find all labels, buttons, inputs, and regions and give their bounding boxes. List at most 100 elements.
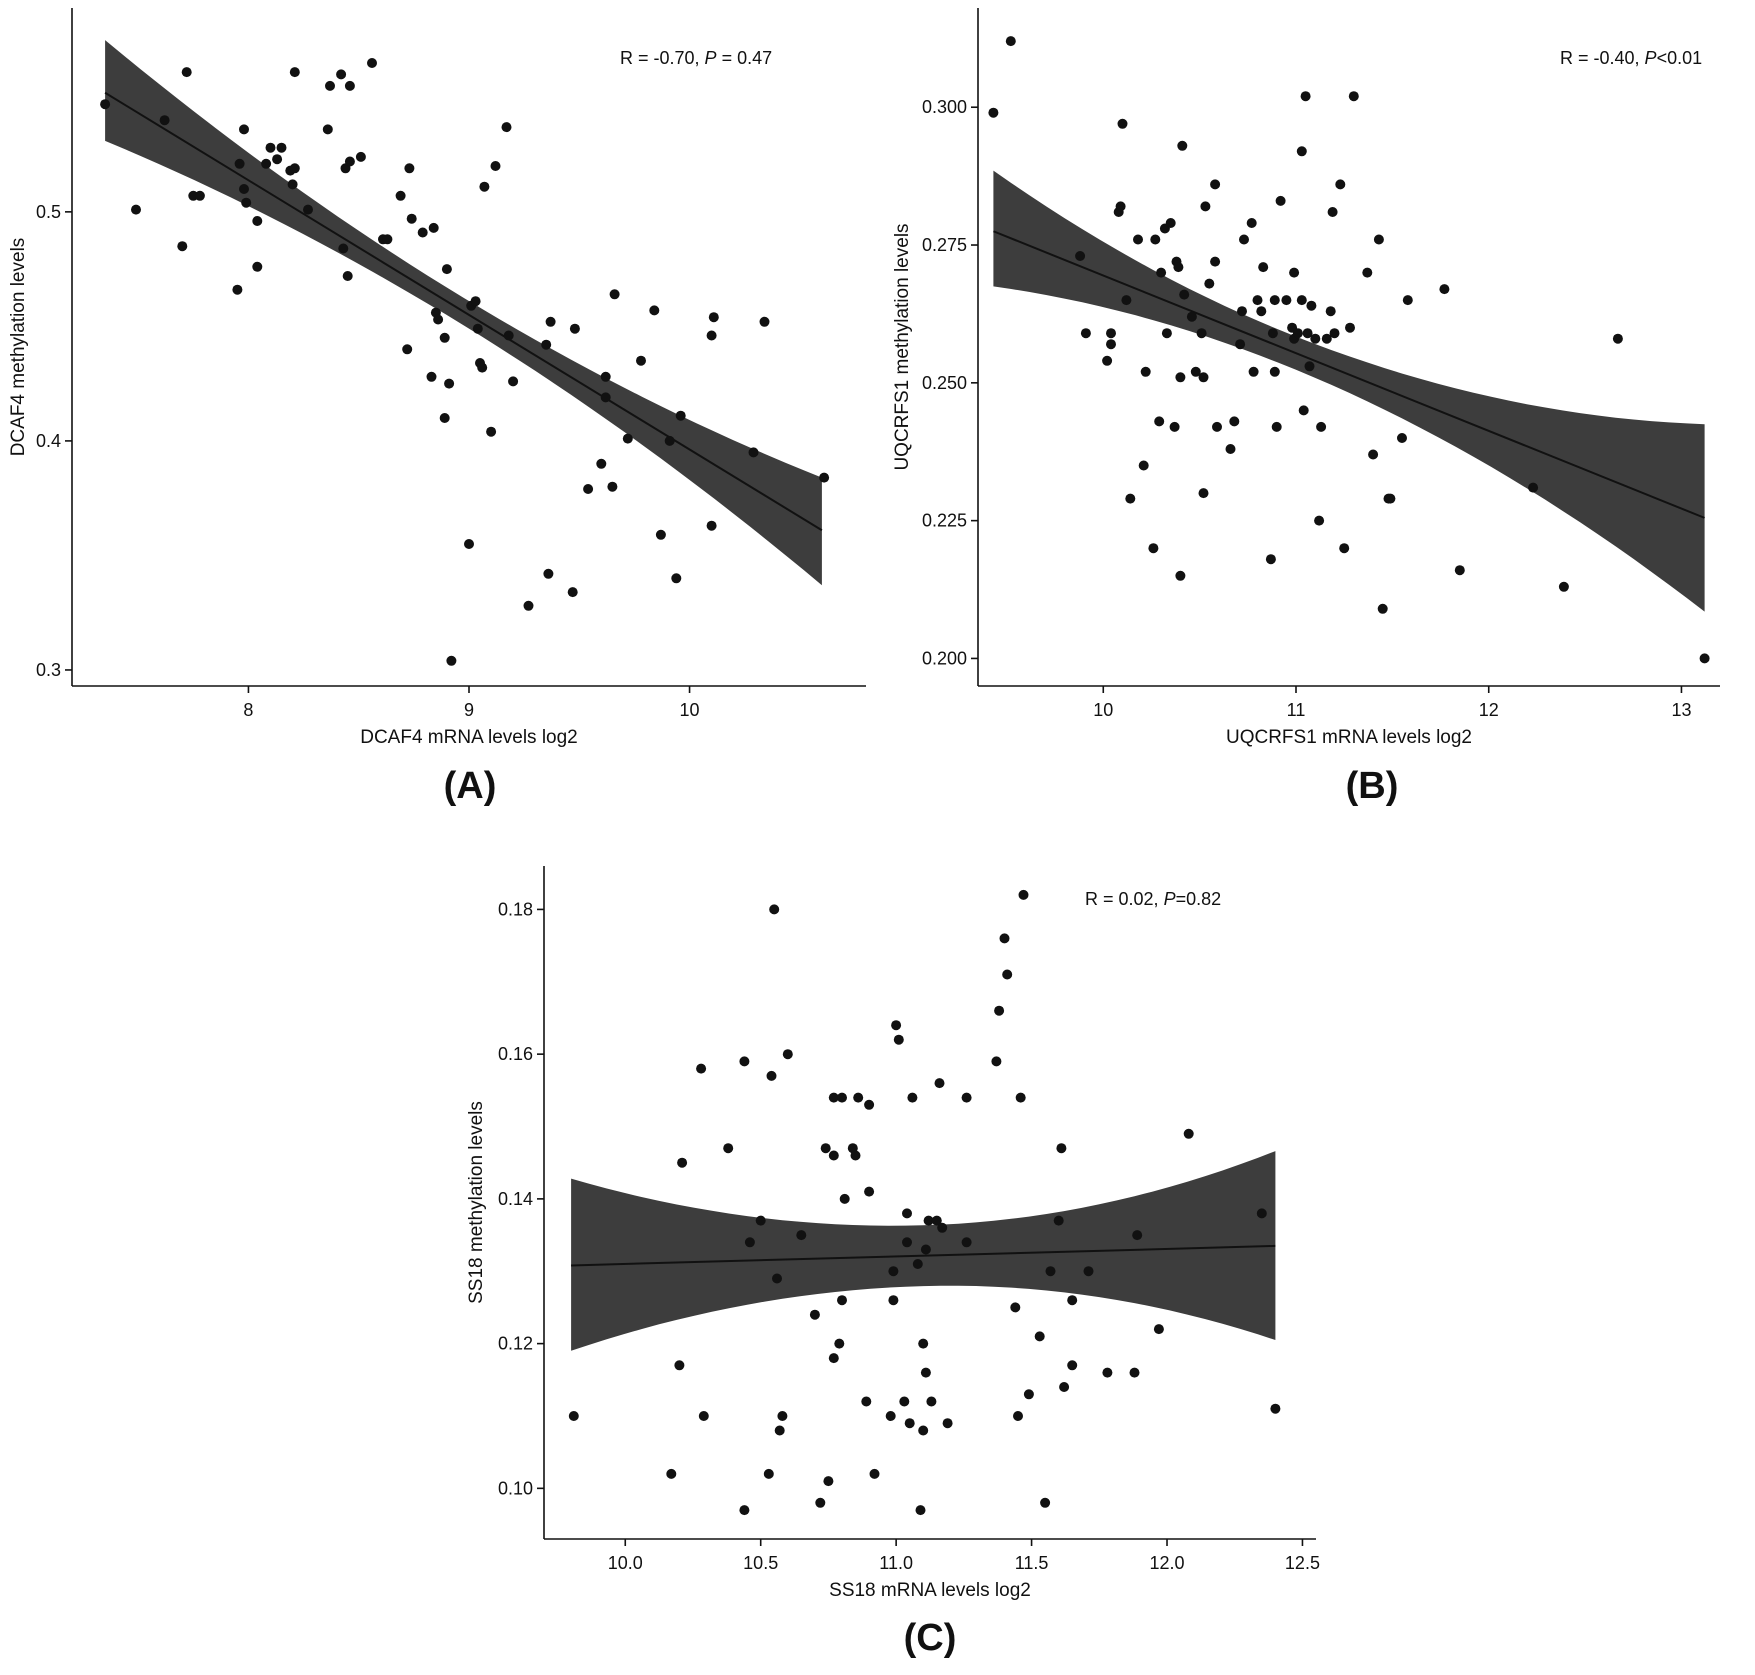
x-tick-label: 10 bbox=[680, 700, 700, 720]
data-point bbox=[344, 80, 355, 91]
correlation-annotation: R = -0.40, P<0.01 bbox=[1560, 48, 1702, 68]
y-tick-label: 0.225 bbox=[922, 511, 967, 531]
data-point bbox=[1270, 1403, 1281, 1414]
scatter-points bbox=[100, 58, 830, 666]
data-point bbox=[1121, 295, 1132, 306]
data-point bbox=[1010, 1302, 1021, 1313]
data-point bbox=[766, 1070, 777, 1081]
data-point bbox=[1362, 267, 1373, 278]
data-point bbox=[395, 190, 406, 201]
data-point bbox=[543, 568, 554, 579]
data-point bbox=[828, 1353, 839, 1364]
data-point bbox=[607, 481, 618, 492]
data-point bbox=[1169, 421, 1180, 432]
data-point bbox=[325, 80, 335, 91]
data-point bbox=[1186, 311, 1197, 322]
data-point bbox=[1302, 328, 1313, 339]
data-point bbox=[1314, 515, 1325, 526]
data-point bbox=[907, 1092, 918, 1103]
y-tick-label: 0.18 bbox=[498, 899, 533, 919]
data-point bbox=[336, 69, 347, 80]
data-point bbox=[815, 1497, 826, 1508]
data-point bbox=[181, 67, 192, 78]
data-point bbox=[1106, 339, 1116, 350]
data-point bbox=[479, 181, 490, 192]
data-point bbox=[1237, 306, 1247, 317]
data-point bbox=[739, 1056, 750, 1067]
data-point bbox=[1133, 234, 1143, 245]
data-point bbox=[1150, 234, 1161, 245]
y-axis-title: UQCRFS1 methylation levels bbox=[892, 223, 913, 470]
data-point bbox=[674, 1360, 685, 1371]
data-point bbox=[942, 1418, 953, 1429]
data-point bbox=[1053, 1215, 1064, 1226]
data-point bbox=[131, 204, 141, 215]
data-point bbox=[545, 316, 556, 327]
panel-b: 10 11 12 13 0.200 0.225 0.250 0.275 0.300 UQCRF… bbox=[892, 8, 1720, 807]
data-point bbox=[706, 520, 717, 531]
correlation-annotation: R = -0.70, P = 0.47 bbox=[620, 48, 772, 68]
data-point bbox=[1385, 493, 1396, 504]
data-point bbox=[1198, 372, 1209, 383]
data-point bbox=[899, 1396, 910, 1407]
panel-label: (B) bbox=[1346, 765, 1399, 807]
regression-line bbox=[571, 1244, 1276, 1267]
data-point bbox=[1321, 333, 1332, 344]
data-point bbox=[723, 1143, 734, 1154]
data-point bbox=[596, 458, 607, 469]
scatter-points bbox=[988, 36, 1710, 664]
data-point bbox=[1018, 889, 1029, 900]
data-point bbox=[1252, 295, 1263, 306]
data-point bbox=[569, 323, 580, 334]
x-tick-label: 11.0 bbox=[879, 1553, 913, 1573]
data-point bbox=[1327, 207, 1338, 217]
y-ticks: 0.3 0.4 0.5 bbox=[36, 202, 72, 680]
data-point bbox=[1148, 543, 1159, 554]
data-point bbox=[159, 115, 170, 126]
data-point bbox=[444, 378, 455, 389]
data-point bbox=[675, 410, 686, 421]
data-point bbox=[677, 1157, 688, 1168]
data-point bbox=[861, 1396, 872, 1407]
data-point bbox=[902, 1208, 912, 1219]
data-point bbox=[567, 587, 578, 598]
data-point bbox=[864, 1186, 875, 1197]
data-point bbox=[1040, 1497, 1051, 1508]
data-point bbox=[1292, 328, 1303, 339]
scatter-points bbox=[568, 889, 1281, 1516]
data-point bbox=[748, 447, 759, 458]
data-point bbox=[523, 600, 534, 611]
data-point bbox=[261, 158, 272, 169]
y-tick-label: 0.10 bbox=[498, 1478, 533, 1498]
data-point bbox=[819, 472, 830, 483]
data-point bbox=[1175, 372, 1186, 383]
data-point bbox=[239, 184, 249, 194]
data-point bbox=[1699, 653, 1710, 664]
data-point bbox=[1269, 366, 1280, 377]
data-point bbox=[774, 1425, 785, 1436]
data-point bbox=[796, 1230, 807, 1241]
data-point bbox=[289, 163, 300, 174]
panel-c: 10.0 10.5 11.0 11.5 12.0 12.5 0.100.120.140.1… bbox=[466, 866, 1320, 1659]
y-tick-label: 0.3 bbox=[36, 660, 61, 680]
y-tick-label: 0.4 bbox=[36, 431, 61, 451]
data-point bbox=[622, 433, 633, 444]
data-point bbox=[446, 655, 457, 666]
data-point bbox=[920, 1367, 931, 1378]
data-point bbox=[1153, 1324, 1164, 1335]
data-point bbox=[1310, 333, 1321, 344]
data-point bbox=[342, 271, 353, 281]
data-point bbox=[664, 435, 675, 446]
data-point bbox=[402, 344, 413, 355]
data-point bbox=[439, 413, 450, 423]
data-point bbox=[759, 316, 770, 327]
x-tick-label: 11 bbox=[1287, 700, 1306, 720]
data-point bbox=[1183, 1128, 1194, 1139]
data-point bbox=[1198, 488, 1209, 499]
data-point bbox=[1239, 234, 1249, 245]
data-point bbox=[472, 323, 483, 334]
data-point bbox=[1246, 218, 1257, 228]
data-point bbox=[241, 197, 252, 208]
data-point bbox=[433, 314, 444, 325]
